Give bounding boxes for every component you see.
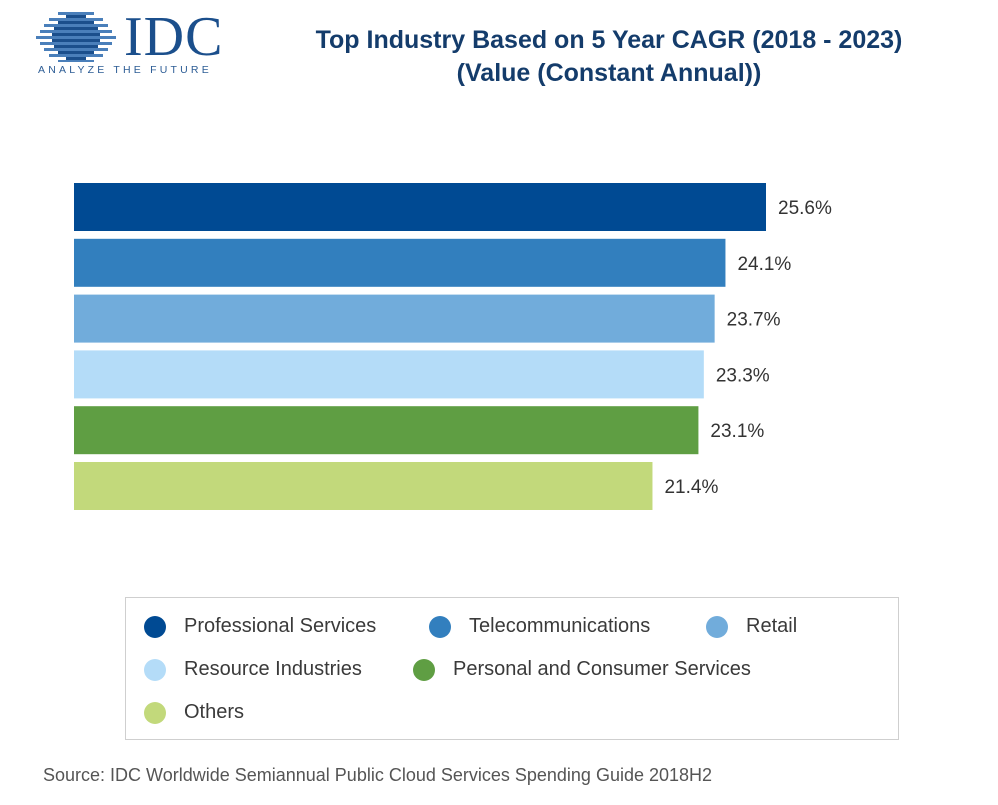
legend-item-telecommunications: Telecommunications [429,615,650,638]
data-label-personal-and-consumer-services: 23.1% [710,421,764,442]
legend-label: Professional Services [184,615,377,637]
legend-item-retail: Retail [706,615,797,638]
legend-item-resource-industries: Resource Industries [144,658,362,681]
bar-professional-services [74,183,766,231]
legend-swatch [144,658,166,681]
chart-title: Top Industry Based on 5 Year CAGR (2018 … [244,24,974,90]
legend-label: Others [184,701,245,723]
chart-title-line-1: Top Industry Based on 5 Year CAGR (2018 … [315,26,903,54]
globe-icon [36,12,116,62]
legend-label: Retail [746,615,798,637]
legend-label: Telecommunications [469,615,651,637]
bar-retail [74,294,715,343]
legend-swatch [144,615,166,638]
data-label-others: 21.4% [664,477,718,498]
data-label-resource-industries: 23.3% [716,365,770,386]
chart-title-line-2: (Value (Constant Annual)) [456,59,762,87]
source-note: Source: IDC Worldwide Semiannual Public … [43,765,713,785]
legend-label: Resource Industries [184,658,362,680]
legend-item-professional-services: Professional Services [144,615,376,638]
bar-resource-industries [74,350,704,399]
legend: Professional Services Telecommunications… [125,597,899,740]
bar-chart: 25.6% 24.1% 23.7% 23.3% 23.1% 21.4% [74,183,832,510]
data-label-telecommunications: 24.1% [737,254,791,275]
legend-swatch [429,615,451,638]
bar-others [74,462,653,510]
logo-wordmark: IDC [124,6,224,68]
legend-swatch [413,658,435,681]
bar-personal-and-consumer-services [74,406,699,455]
bar-telecommunications [74,238,726,287]
idc-logo: IDC ANALYZE THE FUTURE [36,6,236,80]
legend-item-personal-and-consumer-services: Personal and Consumer Services [413,658,751,681]
data-label-professional-services: 25.6% [778,198,832,219]
legend-label: Personal and Consumer Services [453,658,751,680]
legend-item-others: Others [144,701,244,724]
logo-tagline: ANALYZE THE FUTURE [38,64,212,76]
data-label-retail: 23.7% [727,310,781,331]
legend-swatch [144,701,166,724]
legend-swatch [706,615,728,638]
